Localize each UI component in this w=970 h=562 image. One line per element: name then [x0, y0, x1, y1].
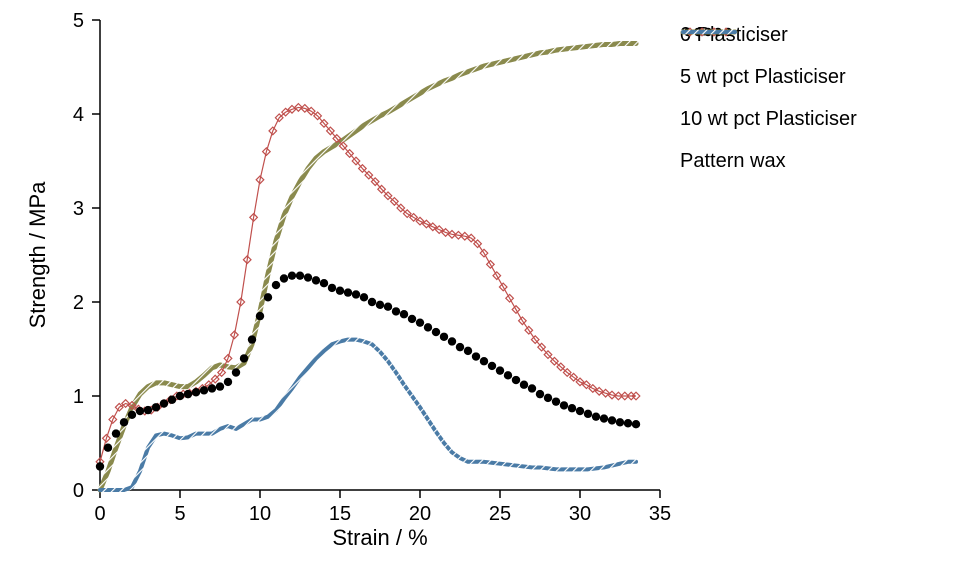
svg-text:0: 0	[73, 480, 84, 502]
legend-label-3: Pattern wax	[680, 150, 786, 173]
svg-text:Strain / %: Strain / %	[332, 525, 427, 550]
legend-item-3: Pattern wax	[680, 148, 960, 174]
legend-label-1: 5 wt pct Plasticiser	[680, 66, 846, 89]
svg-text:30: 30	[569, 503, 591, 525]
legend-item-2: 10 wt pct Plasticiser	[680, 106, 960, 132]
svg-text:5: 5	[174, 503, 185, 525]
chart-container: 0 5 10 15 20 25 30 35 0 1 2 3 4 5 Strain / % Strength /…	[0, 0, 970, 562]
legend-swatch-3	[680, 22, 738, 42]
svg-text:0: 0	[94, 503, 105, 525]
svg-text:25: 25	[489, 503, 511, 525]
svg-text:3: 3	[73, 198, 84, 220]
svg-text:35: 35	[649, 503, 671, 525]
svg-text:4: 4	[73, 104, 84, 126]
svg-text:5: 5	[73, 10, 84, 32]
svg-text:15: 15	[329, 503, 351, 525]
legend-item-1: 5 wt pct Plasticiser	[680, 64, 960, 90]
svg-text:1: 1	[73, 386, 84, 408]
svg-text:10: 10	[249, 503, 271, 525]
svg-text:20: 20	[409, 503, 431, 525]
legend: 0 Plasticiser 5 wt pct Plasticiser 10 wt…	[680, 22, 960, 190]
legend-label-2: 10 wt pct Plasticiser	[680, 108, 857, 131]
svg-text:2: 2	[73, 292, 84, 314]
svg-text:Strength / MPa: Strength / MPa	[25, 181, 50, 329]
